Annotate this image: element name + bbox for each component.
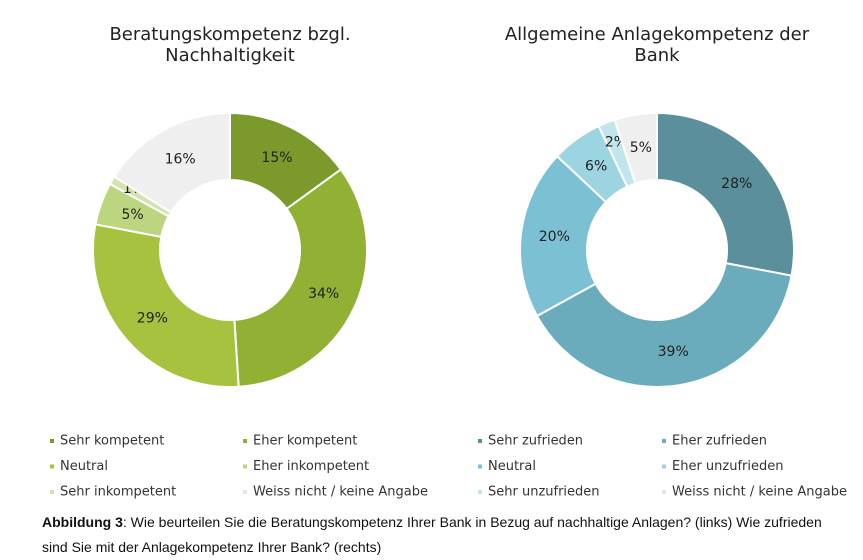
- legend-label: Weiss nicht / keine Angabe: [253, 485, 428, 500]
- legend-swatch: [243, 439, 247, 443]
- legend-swatch: [243, 464, 247, 469]
- slice: [613, 111, 658, 185]
- value-label: 5%: [122, 207, 144, 223]
- legend-swatch: [50, 464, 54, 469]
- value-label: 20%: [539, 229, 570, 245]
- value-label: 6%: [585, 158, 607, 174]
- legend-swatch: [662, 490, 666, 494]
- legend-label: Sehr inkompetent: [60, 485, 176, 500]
- value-label: 15%: [261, 150, 292, 166]
- legend-label: Eher zufrieden: [672, 434, 767, 449]
- caption-text: : Wie beurteilen Sie die Beratungskompet…: [42, 514, 822, 555]
- value-label: 5%: [630, 140, 652, 156]
- legend-swatch: [478, 490, 482, 494]
- slice: [656, 111, 795, 277]
- legend-swatch: [478, 464, 482, 469]
- legend-label: Sehr kompetent: [60, 434, 164, 449]
- chart-title: Allgemeine Anlagekompetenz der Bank: [504, 24, 810, 66]
- charts: 15% Sehr kompetent 34% Eher kompetent 29% Neu…: [50, 111, 847, 500]
- value-label: 29%: [137, 310, 168, 326]
- slice: [535, 261, 793, 388]
- legend-swatch: [50, 439, 54, 443]
- legend-label: Eher kompetent: [253, 434, 357, 449]
- chart-title: Beratungskompetenz bzgl. Nachhaltigkeit: [109, 24, 351, 66]
- legend-label: Neutral: [60, 459, 108, 474]
- legend-label: Weiss nicht / keine Angabe: [672, 485, 847, 500]
- legend-swatch: [478, 439, 482, 443]
- slice: [519, 154, 608, 318]
- caption-label: Abbildung 3: [42, 514, 123, 530]
- value-label: 39%: [658, 344, 689, 360]
- legend-label: Eher unzufrieden: [672, 459, 784, 474]
- slice: [233, 168, 368, 388]
- slice: [92, 223, 240, 388]
- value-label: 34%: [308, 286, 339, 302]
- legend-swatch: [662, 464, 666, 469]
- legend-swatch: [662, 439, 666, 443]
- legend-label: Eher inkompetent: [253, 459, 369, 474]
- value-label: 28%: [721, 176, 752, 192]
- legend-label: Neutral: [488, 459, 536, 474]
- caption: Abbildung 3: Wie beurteilen Sie die Bera…: [42, 510, 832, 560]
- value-label: 16%: [165, 151, 196, 167]
- legend-label: Sehr zufrieden: [488, 434, 583, 449]
- legend-swatch: [243, 490, 247, 494]
- legend-swatch: [50, 490, 54, 494]
- slice: [112, 111, 231, 214]
- legend-label: Sehr unzufrieden: [488, 485, 600, 500]
